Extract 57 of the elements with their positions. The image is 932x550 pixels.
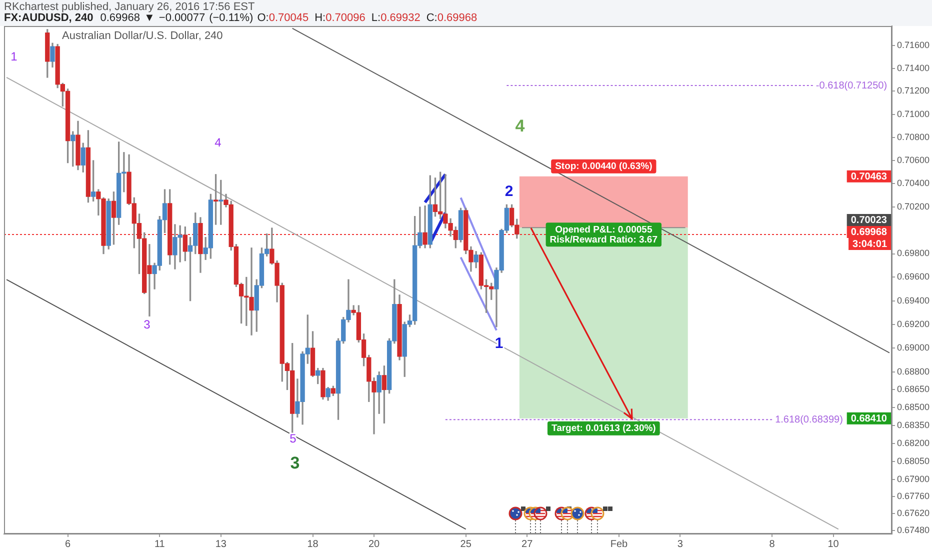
x-tick-label: 27	[522, 538, 534, 550]
y-tick-label: 0.70400	[897, 178, 930, 188]
y-tick-label: 0.69200	[897, 318, 930, 329]
y-tick-label: 0.69800	[897, 248, 930, 258]
x-tick-label: 11	[154, 538, 166, 550]
y-tick-label: 0.69400	[897, 295, 930, 306]
y-tick-label: 0.68500	[897, 402, 930, 412]
annotation: 0.70463	[850, 172, 888, 183]
y-tick-label: 0.68050	[897, 456, 930, 466]
y-tick-label: 0.71600	[897, 40, 930, 50]
x-tick-label: Feb	[610, 538, 628, 550]
annotation: 3:04:01	[852, 239, 888, 250]
y-tick-label: 0.69000	[897, 342, 930, 353]
annotation: 4	[515, 116, 526, 136]
ref-line-label: 0.69968	[850, 227, 888, 238]
x-tick-label: 25	[460, 538, 472, 550]
series-label: 1.618(0.68399)	[775, 414, 843, 426]
text: RKchartest published, January 26, 2016 17:56 EST	[4, 1, 255, 13]
y-tick-label: 0.71400	[897, 62, 930, 73]
text: O:0.70045 H:0.70096 L:0.69932 C:0.69968	[257, 12, 478, 24]
y-tick-label: 0.71200	[897, 86, 930, 96]
chart-subtitle: Australian Dollar/U.S. Dollar, 240	[62, 30, 223, 42]
annotation: 2	[504, 183, 514, 200]
annotation: 3	[290, 454, 300, 473]
series-label: -0.618(0.71250)	[816, 80, 888, 92]
y-tick-label: 0.71000	[897, 108, 930, 119]
y-tick-label: 0.67760	[897, 490, 930, 501]
y-tick-label: 0.70600	[897, 154, 930, 165]
text: 0.69968 ▼ −0.00077 (−0.11%)	[100, 12, 254, 24]
annotation: 0.70023	[850, 215, 888, 226]
annotation: 4	[214, 135, 222, 150]
annotation: 1	[10, 49, 18, 64]
y-tick-label: 0.68800	[897, 366, 930, 376]
annotation: 0.68410	[850, 414, 888, 425]
y-tick-label: 0.69600	[897, 272, 930, 282]
y-tick-label: 0.68200	[897, 438, 930, 448]
y-tick-label: 0.70200	[897, 201, 930, 212]
y-tick-label: 0.70800	[897, 132, 930, 142]
x-tick-label: 6	[65, 538, 72, 550]
y-tick-label: 0.67900	[897, 474, 930, 484]
annotation: Stop: 0.00440 (0.63%)	[555, 161, 652, 172]
x-tick-label: 20	[368, 538, 380, 550]
annotation: 5	[290, 431, 297, 446]
x-tick-label: 8	[769, 538, 776, 550]
x-tick-label: 18	[307, 538, 319, 550]
x-tick-label: 10	[828, 538, 840, 550]
y-tick-label: 0.68350	[897, 420, 930, 430]
y-tick-label: 0.68650	[897, 384, 930, 394]
annotation: 1	[494, 335, 504, 352]
annotation: Opened P&L: 0.00055 Risk/Reward Ratio: 3.67	[550, 224, 658, 246]
x-tick-label: 3	[677, 538, 684, 550]
annotation: Target: 0.01613 (2.30%)	[551, 422, 656, 434]
x-tick-label: 13	[215, 538, 227, 550]
y-tick-label: 0.67620	[897, 508, 930, 518]
annotation: 3	[144, 317, 151, 332]
chart-title: FX:AUDUSD, 240	[4, 12, 94, 24]
y-tick-label: 0.67480	[897, 524, 930, 535]
